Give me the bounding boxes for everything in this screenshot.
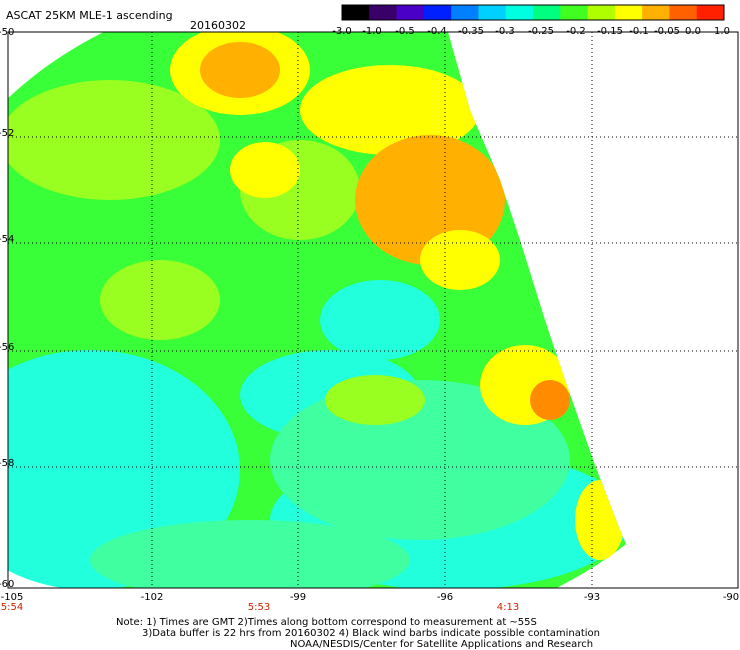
colorbar-swatch [423, 5, 452, 20]
lon-label: -93 [583, 592, 601, 603]
colorbar-swatch [614, 5, 643, 20]
colorbar-label: -0.05 [654, 26, 680, 37]
swath-region [100, 260, 220, 340]
colorbar-label: -0.15 [597, 26, 623, 37]
colorbar-swatch [587, 5, 616, 20]
lat-label: -54 [0, 234, 15, 245]
colorbar-label: -0.3 [495, 26, 515, 37]
pass-time: 5:53 [247, 602, 271, 613]
colorbar-label: -1.0 [362, 26, 382, 37]
note-line: Note: 1) Times are GMT 2)Times along bot… [116, 617, 537, 628]
colorbar-swatch [342, 5, 370, 20]
map-frame [7, 31, 739, 589]
colorbar-label: -0.2 [566, 26, 586, 37]
colorbar-label: -0.1 [629, 26, 649, 37]
note-line: 3)Data buffer is 22 hrs from 20160302 4)… [142, 628, 600, 639]
colorbar-swatch [478, 5, 507, 20]
product-title: ASCAT 25KM MLE-1 ascending [6, 9, 173, 22]
grid-lines [8, 32, 738, 588]
colorbar-swatch [396, 5, 425, 20]
colorbar-label: 1.0 [714, 26, 730, 37]
swath-region [90, 520, 410, 588]
colorbar-label: 0.0 [685, 26, 701, 37]
colorbar-swatch [505, 5, 534, 20]
swath-region [320, 280, 440, 360]
colorbar-frame [341, 4, 725, 21]
swath-region [420, 230, 500, 290]
swath-region [230, 142, 300, 198]
colorbar-swatch [560, 5, 589, 20]
swath-region [300, 65, 480, 155]
lat-label: -58 [0, 458, 15, 469]
colorbar-swatch [669, 5, 698, 20]
colorbar-swatch [451, 5, 479, 20]
swath-region [530, 380, 570, 420]
colorbar-swatch [696, 5, 725, 20]
swath-region [325, 375, 425, 425]
colorbar-label: -0.5 [395, 26, 415, 37]
colorbar-swatch [533, 5, 561, 20]
pass-time: 5:54 [0, 602, 24, 613]
note-line: NOAA/NESDIS/Center for Satellite Applica… [290, 639, 594, 650]
colorbar-swatch [369, 5, 398, 20]
product-date: 20160302 [190, 19, 246, 32]
lon-label: -96 [436, 592, 454, 603]
lat-label: -60 [0, 579, 15, 590]
lat-label: -52 [0, 128, 15, 139]
colorbar [341, 4, 725, 21]
pass-time: 4:13 [496, 602, 520, 613]
lon-label: -102 [140, 592, 164, 603]
lon-label: -99 [289, 592, 307, 603]
colorbar-label: -0.35 [458, 26, 484, 37]
colorbar-swatch [642, 5, 670, 20]
colorbar-label: -0.4 [427, 26, 447, 37]
lon-label: -90 [722, 592, 740, 603]
swath-region [575, 480, 625, 560]
colorbar-label: -0.25 [528, 26, 554, 37]
lon-label: -105 [0, 592, 24, 603]
swath-region [8, 80, 220, 200]
lat-label: -56 [0, 342, 15, 353]
colorbar-label: -3.0 [332, 26, 352, 37]
lat-label: -50 [0, 27, 15, 38]
swath-region [200, 42, 280, 98]
